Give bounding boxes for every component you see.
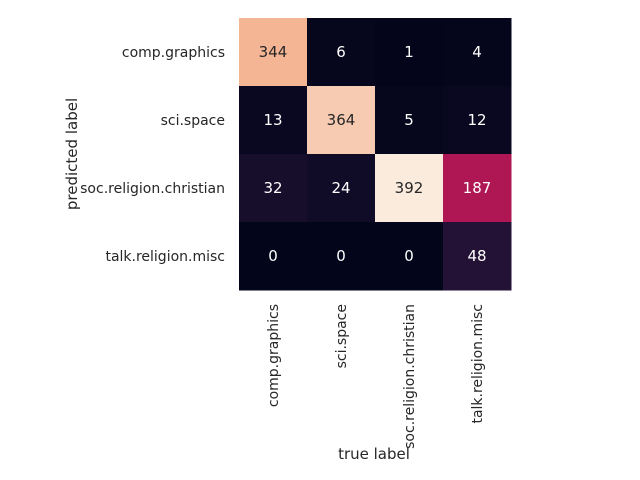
heatmap-cell [307, 18, 376, 87]
heatmap-cell [443, 222, 512, 291]
heatmap-cell [443, 86, 512, 155]
cell-value-label: 24 [331, 179, 350, 197]
heatmap-cells [239, 18, 512, 291]
y-tick-label: sci.space [161, 113, 225, 129]
heatmap-cell [443, 154, 512, 223]
heatmap-cell [307, 222, 376, 291]
cell-value-label: 12 [467, 111, 486, 129]
heatmap-cell [239, 222, 308, 291]
x-axis-label: true label [338, 445, 410, 463]
cell-value-label: 13 [263, 111, 282, 129]
cell-value-label: 0 [268, 247, 278, 265]
cell-value-label: 392 [395, 179, 424, 197]
cell-value-label: 6 [336, 43, 346, 61]
heatmap-cell [375, 86, 444, 155]
y-axis-label: predicted label [63, 98, 81, 210]
heatmap-cell [375, 222, 444, 291]
x-tick-labels: comp.graphics sci.space soc.religion.chris… [266, 304, 486, 449]
x-tick-label: comp.graphics [266, 304, 282, 407]
heatmap-cell [307, 86, 376, 155]
cell-value-label: 0 [336, 247, 346, 265]
cell-value-label: 48 [467, 247, 486, 265]
cell-value-label: 344 [259, 43, 288, 61]
heatmap-cell [307, 154, 376, 223]
cell-value-label: 364 [327, 111, 356, 129]
x-tick-label: soc.religion.christian [402, 304, 418, 449]
cell-value-label: 32 [263, 179, 282, 197]
x-tick-label: sci.space [334, 304, 350, 368]
cell-value-label: 4 [472, 43, 482, 61]
cell-value-labels: 344 6 1 4 13 364 5 12 32 24 392 187 0 0 0 48 [259, 43, 492, 265]
heatmap-cell [239, 154, 308, 223]
cell-value-label: 1 [404, 43, 414, 61]
cell-value-label: 5 [404, 111, 414, 129]
y-tick-label: soc.religion.christian [80, 181, 225, 197]
heatmap-cell [239, 18, 308, 87]
cell-value-label: 0 [404, 247, 414, 265]
heatmap-cell [443, 18, 512, 87]
x-tick-label: talk.religion.misc [470, 304, 486, 424]
heatmap-cell [239, 86, 308, 155]
y-tick-labels: comp.graphics sci.space soc.religion.chris… [80, 45, 225, 265]
heatmap-cell [375, 154, 444, 223]
heatmap-cell [375, 18, 444, 87]
y-tick-label: talk.religion.misc [105, 249, 225, 265]
cell-value-label: 187 [463, 179, 492, 197]
y-tick-label: comp.graphics [122, 45, 225, 61]
